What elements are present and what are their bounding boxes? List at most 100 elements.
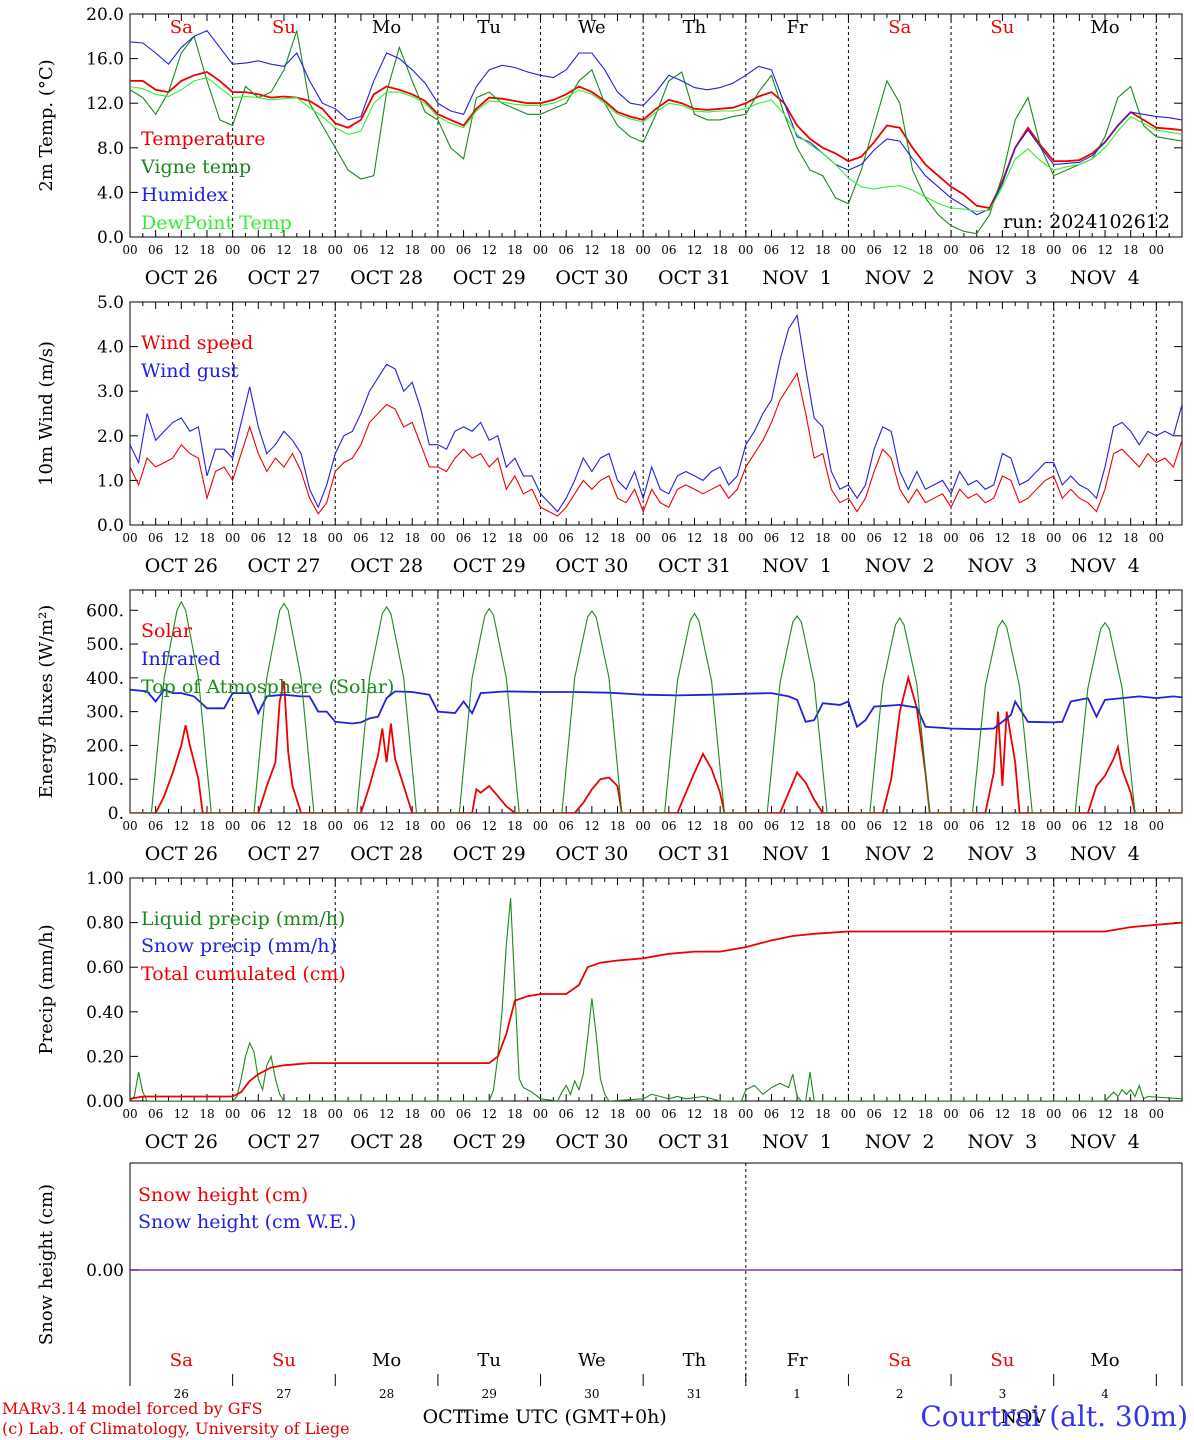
date-label: OCT 26 xyxy=(145,555,218,577)
weekday-label: We xyxy=(578,1350,606,1371)
weekday-label: Th xyxy=(683,1350,707,1371)
hour-tick-label: 06 xyxy=(969,1107,984,1121)
x-axis-title: Time UTC (GMT+0h) xyxy=(461,1406,667,1428)
hour-tick-label: 06 xyxy=(456,531,471,545)
y-tick-label: 500. xyxy=(86,635,124,655)
y-tick-label: 0. xyxy=(108,804,124,824)
hour-tick-label: 12 xyxy=(892,531,907,545)
hour-tick-label: 18 xyxy=(713,819,728,833)
hour-tick-label: 18 xyxy=(199,243,214,257)
hour-tick-label: 12 xyxy=(482,1107,497,1121)
hour-tick-label: 06 xyxy=(251,1107,266,1121)
hour-tick-label: 12 xyxy=(482,531,497,545)
hour-tick-label: 00 xyxy=(122,1107,137,1121)
hour-tick-label: 06 xyxy=(1072,243,1087,257)
series-line-humidex xyxy=(130,30,1182,216)
hour-tick-label: 00 xyxy=(738,1107,753,1121)
hour-tick-label: 06 xyxy=(353,531,368,545)
legend-entry: Snow height (cm) xyxy=(138,1184,308,1206)
hour-tick-label: 12 xyxy=(1097,819,1112,833)
hour-tick-label: 00 xyxy=(1046,819,1061,833)
hour-tick-label: 12 xyxy=(789,1107,804,1121)
month-label: OCT xyxy=(423,1406,466,1428)
hour-tick-label: 06 xyxy=(559,1107,574,1121)
date-label: NOV 2 xyxy=(865,267,935,289)
hour-tick-label: 18 xyxy=(815,531,830,545)
date-label: OCT 30 xyxy=(555,555,628,577)
hour-tick-label: 12 xyxy=(174,819,189,833)
weekday-label: Su xyxy=(272,1350,296,1371)
panel-2: 0.0 1.0 2.0 3.0 4.0 5.0 10m Wind (m/s) 00 06 12 18… xyxy=(36,293,1183,577)
hour-tick-label: 00 xyxy=(1149,819,1164,833)
date-label: NOV 4 xyxy=(1070,1131,1140,1153)
hour-tick-label: 12 xyxy=(276,1107,291,1121)
date-label: OCT 28 xyxy=(350,555,423,577)
hour-tick-label: 18 xyxy=(405,1107,420,1121)
date-label: OCT 26 xyxy=(145,843,218,865)
date-label: NOV 1 xyxy=(762,843,832,865)
date-label: OCT 31 xyxy=(658,555,731,577)
hour-tick-label: 06 xyxy=(969,243,984,257)
hour-tick-label: 00 xyxy=(841,819,856,833)
hour-tick-label: 18 xyxy=(199,1107,214,1121)
hour-tick-label: 06 xyxy=(251,243,266,257)
run-label: run: 2024102612 xyxy=(1003,211,1170,233)
hour-tick-label: 00 xyxy=(738,531,753,545)
y-tick-label: 3.0 xyxy=(97,382,124,402)
hour-tick-label: 18 xyxy=(713,243,728,257)
y-tick-label: 1.0 xyxy=(97,471,124,491)
hour-tick-label: 06 xyxy=(866,1107,881,1121)
weekday-label: Mo xyxy=(372,1350,401,1371)
y-tick-label: 0.60 xyxy=(86,958,124,978)
hour-tick-label: 00 xyxy=(841,531,856,545)
weekday-label: Mo xyxy=(1090,1350,1119,1371)
series-line-solar xyxy=(130,674,1182,813)
hour-tick-label: 00 xyxy=(1046,243,1061,257)
hour-tick-label: 06 xyxy=(661,243,676,257)
hour-tick-label: 06 xyxy=(969,531,984,545)
hour-tick-label: 06 xyxy=(148,1107,163,1121)
date-label: NOV 2 xyxy=(865,555,935,577)
date-label: OCT 26 xyxy=(145,1131,218,1153)
hour-tick-label: 18 xyxy=(1123,819,1138,833)
hour-tick-label: 12 xyxy=(995,243,1010,257)
hour-tick-label: 12 xyxy=(482,819,497,833)
hour-tick-label: 00 xyxy=(943,1107,958,1121)
day-number: 29 xyxy=(482,1387,497,1401)
legend-entry: Liquid precip (mm/h) xyxy=(141,908,345,930)
date-label: OCT 28 xyxy=(350,1131,423,1153)
hour-tick-label: 12 xyxy=(379,819,394,833)
hour-tick-label: 12 xyxy=(687,243,702,257)
y-tick-label: 0.00 xyxy=(86,1261,124,1281)
hour-tick-label: 06 xyxy=(148,243,163,257)
y-tick-label: 4.0 xyxy=(97,338,124,358)
hour-tick-label: 00 xyxy=(1149,531,1164,545)
hour-tick-label: 18 xyxy=(302,819,317,833)
hour-tick-label: 18 xyxy=(1020,531,1035,545)
hour-tick-label: 18 xyxy=(405,531,420,545)
legend-entry: Humidex xyxy=(141,184,228,206)
series-line-wind-gust xyxy=(130,313,1182,513)
hour-tick-label: 12 xyxy=(892,1107,907,1121)
hour-tick-label: 12 xyxy=(174,531,189,545)
hour-tick-label: 06 xyxy=(866,819,881,833)
hour-tick-label: 12 xyxy=(584,531,599,545)
date-label: NOV 2 xyxy=(865,1131,935,1153)
series-line-vigne-temp xyxy=(130,30,1182,235)
hour-tick-label: 12 xyxy=(687,531,702,545)
hour-tick-label: 00 xyxy=(943,819,958,833)
hour-tick-label: 06 xyxy=(969,819,984,833)
legend-entry: Top of Atmosphere (Solar) xyxy=(141,676,394,698)
hour-tick-label: 00 xyxy=(1149,243,1164,257)
hour-tick-label: 00 xyxy=(1149,1107,1164,1121)
y-tick-label: 0.0 xyxy=(97,516,124,536)
date-label: OCT 28 xyxy=(350,267,423,289)
y-tick-label: 100. xyxy=(86,770,124,790)
legend-entry: Temperature xyxy=(141,128,265,150)
hour-tick-label: 18 xyxy=(302,1107,317,1121)
weekday-label: Th xyxy=(683,17,707,38)
y-tick-label: 0.20 xyxy=(86,1047,124,1067)
hour-tick-label: 12 xyxy=(584,1107,599,1121)
hour-tick-label: 12 xyxy=(379,531,394,545)
weekday-label: Sa xyxy=(170,1350,193,1371)
